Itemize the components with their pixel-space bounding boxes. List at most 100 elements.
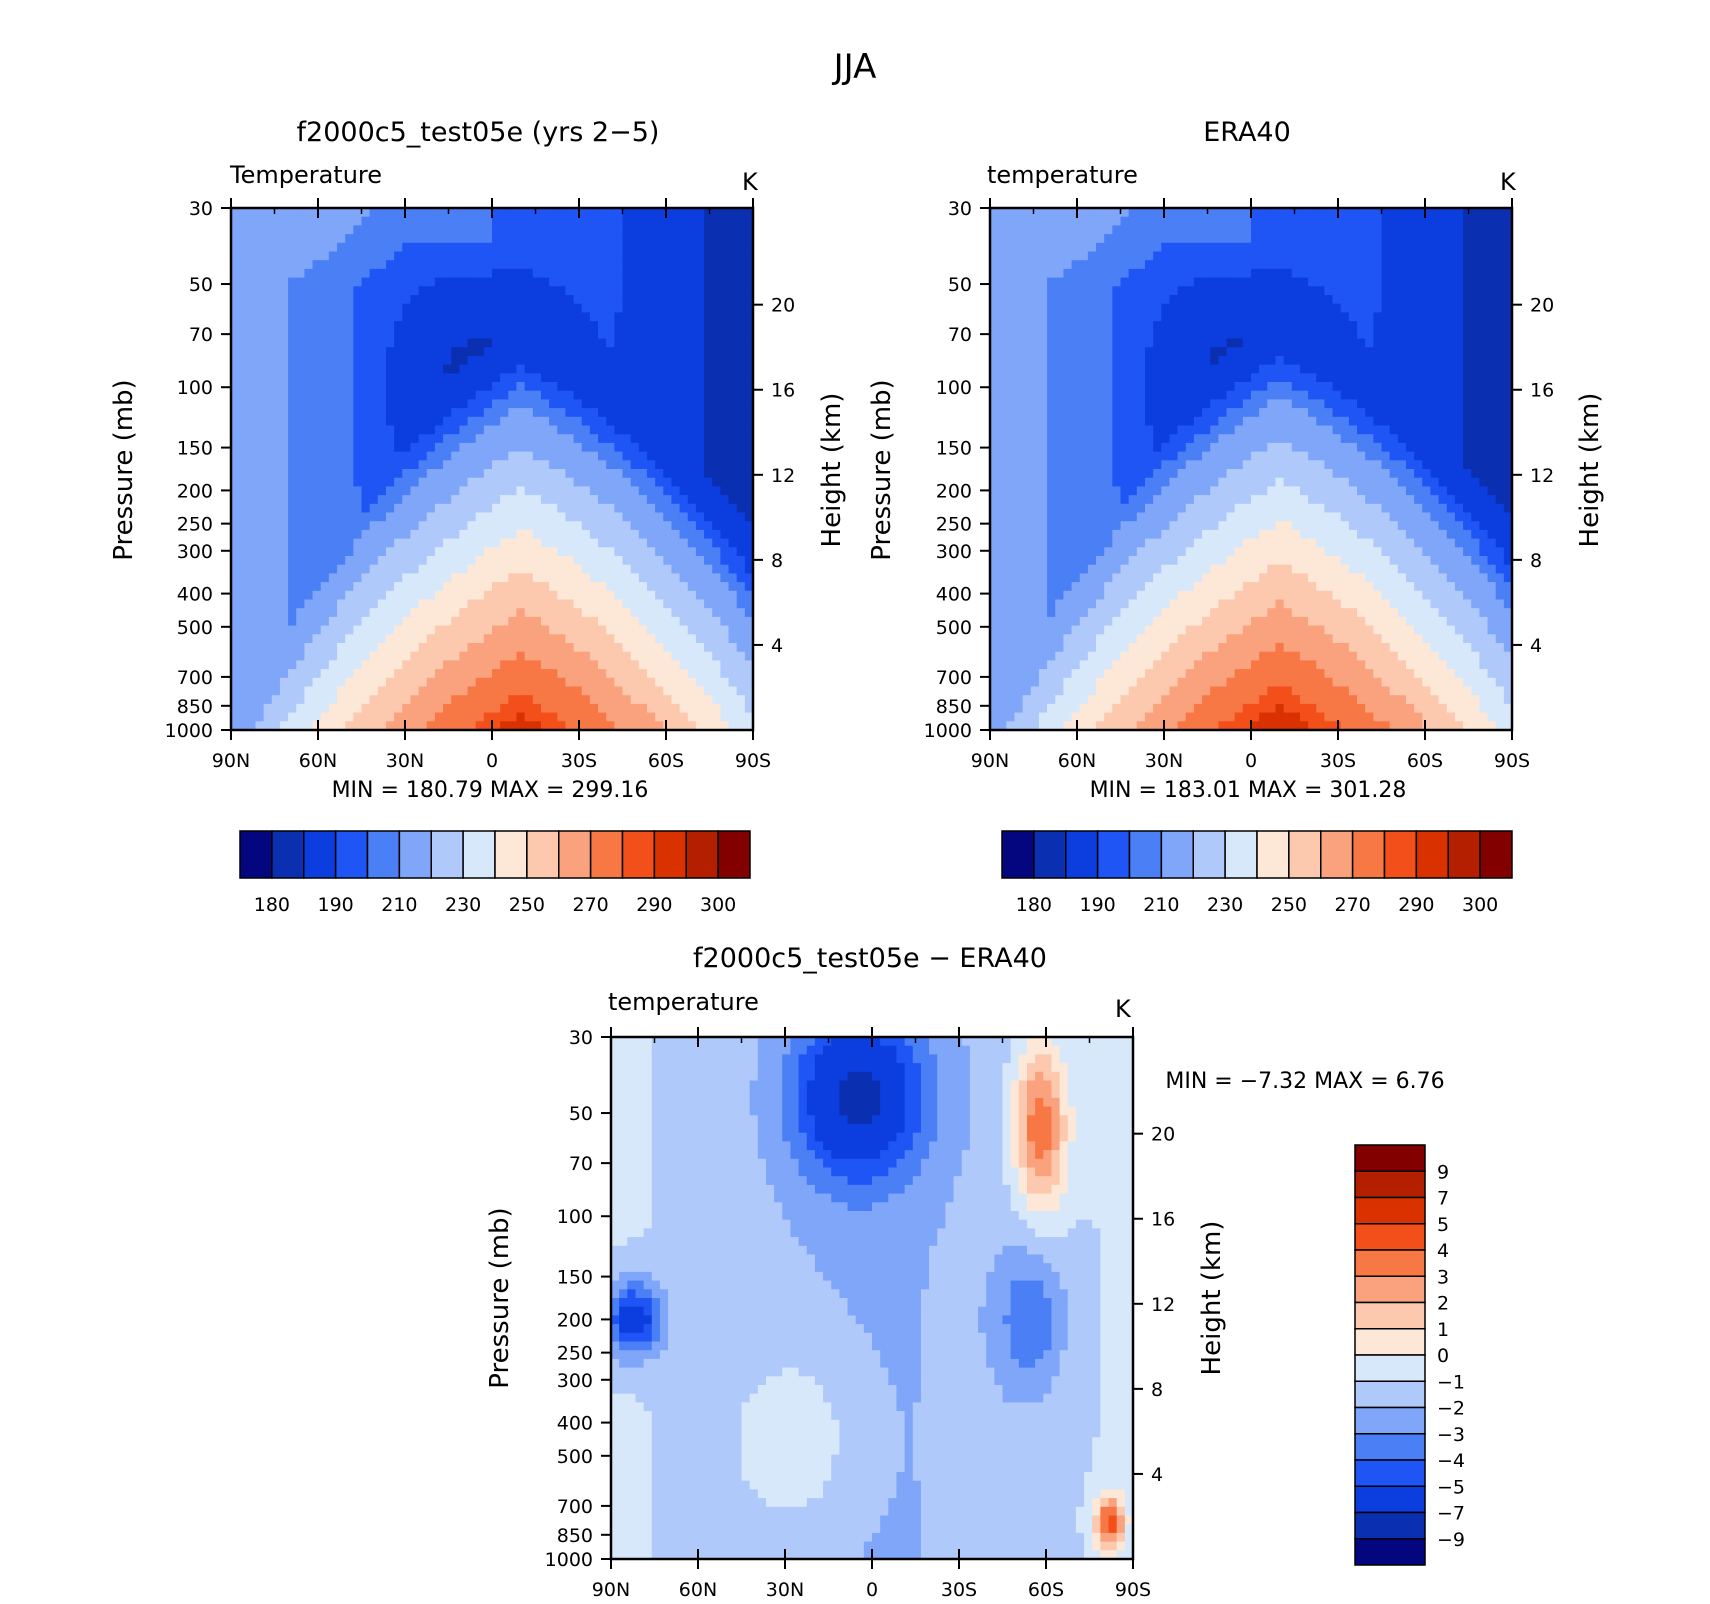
field-cell xyxy=(557,504,566,513)
field-cell xyxy=(296,278,305,287)
field-cell xyxy=(451,356,460,365)
field-cell xyxy=(468,582,477,591)
field-cell xyxy=(720,356,729,365)
field-cell xyxy=(304,373,313,382)
field-cell xyxy=(1055,286,1064,295)
field-cell xyxy=(639,304,648,313)
field-cell xyxy=(402,295,411,304)
field-cell xyxy=(231,669,240,678)
field-cell xyxy=(655,321,664,330)
field-cell xyxy=(280,434,289,443)
y-tick-label: 1000 xyxy=(165,720,213,742)
field-cell xyxy=(557,365,566,374)
field-cell xyxy=(394,434,403,443)
field-cell xyxy=(443,443,452,452)
field-cell xyxy=(696,252,705,261)
field-cell xyxy=(574,278,583,287)
field-cell xyxy=(631,634,640,643)
field-cell xyxy=(696,573,705,582)
field-cell xyxy=(231,539,240,548)
field-cell xyxy=(525,426,534,435)
field-cell xyxy=(639,234,648,243)
field-cell xyxy=(255,321,264,330)
field-cell xyxy=(500,521,509,530)
field-cell xyxy=(549,373,558,382)
field-cell xyxy=(239,225,248,234)
field-cell xyxy=(280,330,289,339)
field-cell xyxy=(288,234,297,243)
field-cell xyxy=(639,521,648,530)
field-cell xyxy=(410,225,419,234)
field-cell xyxy=(549,208,558,217)
field-cell xyxy=(696,504,705,513)
field-cell xyxy=(272,687,281,696)
field-cell xyxy=(998,269,1007,278)
field-cell xyxy=(525,434,534,443)
field-cell xyxy=(655,426,664,435)
field-cell xyxy=(313,626,322,635)
field-cell xyxy=(663,486,672,495)
field-cell xyxy=(598,513,607,522)
field-cell xyxy=(459,373,468,382)
field-cell xyxy=(1259,304,1268,313)
field-cell xyxy=(680,478,689,487)
field-cell xyxy=(427,478,436,487)
field-cell xyxy=(1210,278,1219,287)
field-cell xyxy=(1088,217,1097,226)
field-cell xyxy=(737,460,746,469)
field-cell xyxy=(1333,278,1342,287)
field-cell xyxy=(1178,321,1187,330)
field-cell xyxy=(565,260,574,269)
field-cell xyxy=(1023,339,1032,348)
field-cell xyxy=(508,452,517,461)
field-cell xyxy=(304,217,313,226)
field-cell xyxy=(565,373,574,382)
field-cell xyxy=(402,391,411,400)
field-cell xyxy=(1308,278,1317,287)
field-cell xyxy=(696,486,705,495)
field-cell xyxy=(239,365,248,374)
field-cell xyxy=(288,478,297,487)
field-cell xyxy=(614,269,623,278)
field-cell xyxy=(1455,286,1464,295)
field-cell xyxy=(345,373,354,382)
field-cell xyxy=(272,225,281,234)
field-cell xyxy=(1259,312,1268,321)
field-cell xyxy=(492,304,501,313)
field-cell xyxy=(1357,304,1366,313)
field-cell xyxy=(1333,339,1342,348)
field-cell xyxy=(1414,295,1423,304)
field-cell xyxy=(1023,217,1032,226)
field-cell xyxy=(606,356,615,365)
field-cell xyxy=(492,513,501,522)
field-cell xyxy=(729,208,738,217)
field-cell xyxy=(459,608,468,617)
field-cell xyxy=(737,695,746,704)
field-cell xyxy=(712,582,721,591)
field-cell xyxy=(427,573,436,582)
field-cell xyxy=(394,652,403,661)
field-cell xyxy=(582,339,591,348)
field-cell xyxy=(623,643,632,652)
field-cell xyxy=(394,356,403,365)
field-cell xyxy=(370,539,379,548)
field-cell xyxy=(680,373,689,382)
field-cell xyxy=(582,399,591,408)
field-cell xyxy=(500,495,509,504)
y-right-tick-label: 12 xyxy=(771,465,795,487)
field-cell xyxy=(1129,330,1138,339)
field-cell xyxy=(663,539,672,548)
field-cell xyxy=(1194,330,1203,339)
field-cell xyxy=(296,582,305,591)
field-cell xyxy=(296,382,305,391)
field-cell xyxy=(557,539,566,548)
field-cell xyxy=(402,573,411,582)
field-cell xyxy=(231,660,240,669)
field-cell xyxy=(1235,347,1244,356)
field-cell xyxy=(353,356,362,365)
field-cell xyxy=(720,600,729,609)
field-cell xyxy=(313,521,322,530)
field-cell xyxy=(533,295,542,304)
field-cell xyxy=(1096,304,1105,313)
field-cell xyxy=(476,443,485,452)
